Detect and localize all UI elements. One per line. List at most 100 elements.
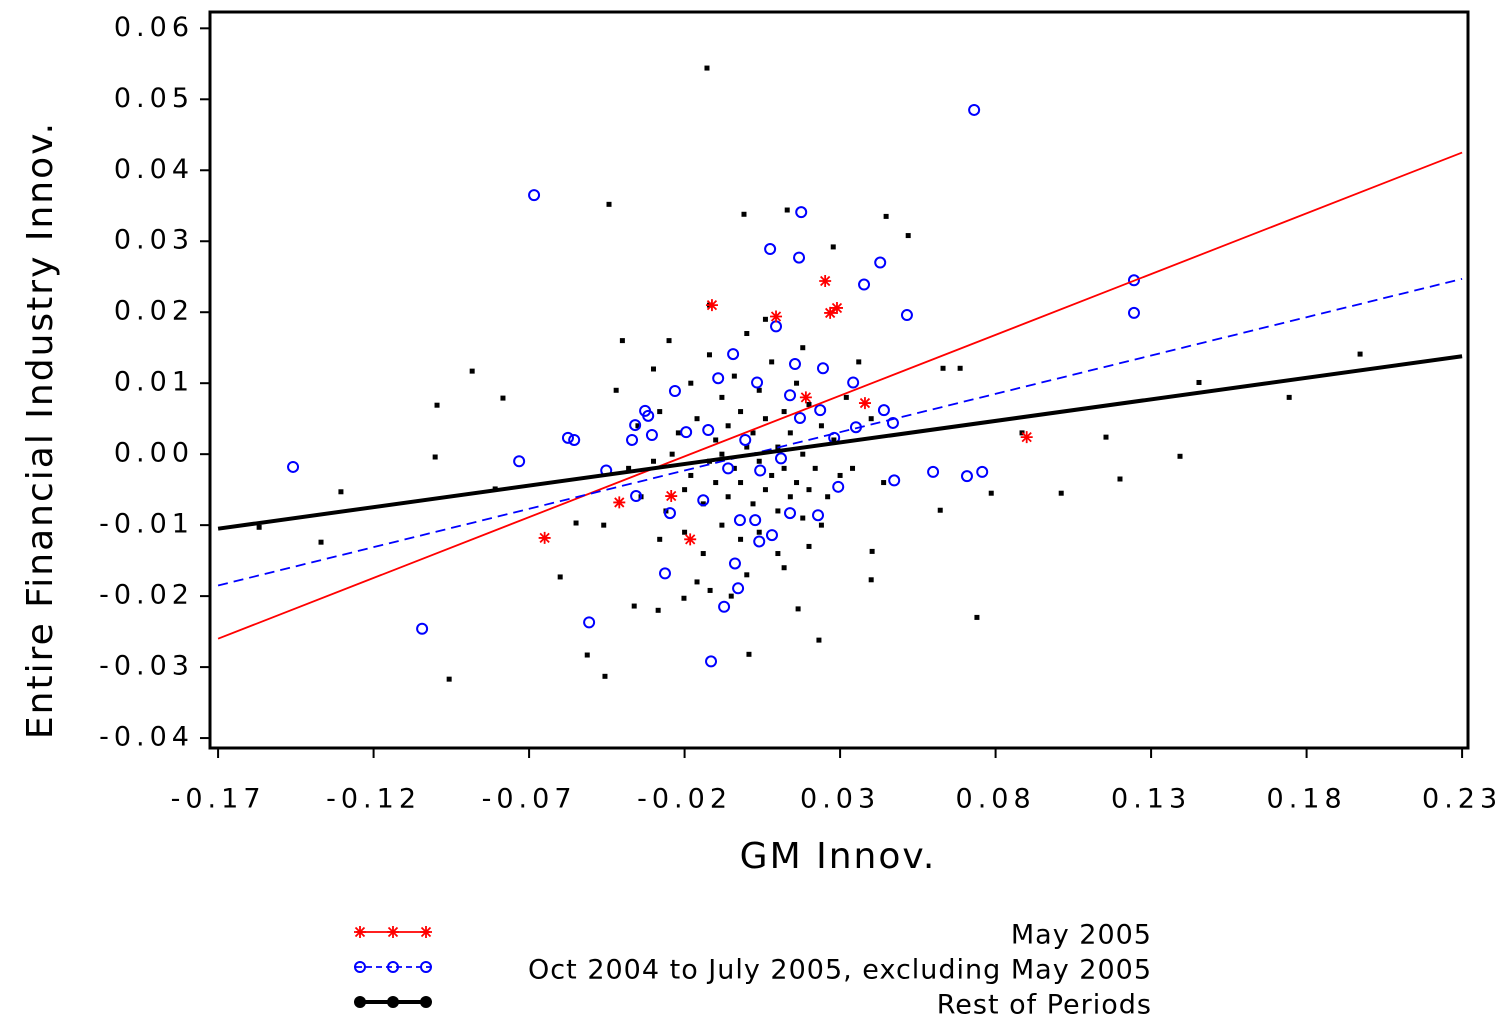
point xyxy=(416,622,429,635)
point xyxy=(700,501,706,507)
point xyxy=(819,274,832,287)
plot-frame xyxy=(208,10,1470,750)
point xyxy=(781,409,787,415)
fit-line xyxy=(217,151,1463,640)
point xyxy=(756,529,762,535)
x-tick-label: -0.02 xyxy=(637,784,732,815)
point xyxy=(713,437,719,443)
point xyxy=(719,522,725,528)
point xyxy=(816,362,829,375)
point xyxy=(753,535,766,548)
point xyxy=(744,572,750,578)
point xyxy=(784,507,797,520)
point xyxy=(700,551,706,557)
point xyxy=(420,961,432,973)
point xyxy=(1177,453,1183,459)
point xyxy=(794,380,800,386)
point xyxy=(976,465,989,478)
point xyxy=(818,423,824,429)
point xyxy=(704,65,710,71)
point xyxy=(1058,490,1064,496)
point xyxy=(706,352,712,358)
point xyxy=(816,637,822,643)
point xyxy=(883,213,889,219)
fit-line xyxy=(217,277,1463,587)
point xyxy=(788,358,801,371)
point xyxy=(940,365,946,371)
point xyxy=(713,480,719,486)
point xyxy=(988,490,994,496)
x-tick-label: 0.08 xyxy=(956,784,1036,815)
point xyxy=(830,301,843,314)
point xyxy=(528,189,541,202)
legend-item: Rest of Periods xyxy=(354,990,1152,1021)
point xyxy=(795,206,808,219)
y-tick-label: 0.01 xyxy=(114,367,194,398)
point xyxy=(681,595,687,601)
y-tick-label: 0.00 xyxy=(114,438,194,469)
point xyxy=(602,673,608,679)
point xyxy=(725,494,731,500)
point xyxy=(728,557,741,570)
point xyxy=(601,522,607,528)
y-tick-label: -0.02 xyxy=(99,580,194,611)
point xyxy=(784,207,790,213)
point xyxy=(850,465,856,471)
y-tick-label: -0.01 xyxy=(99,509,194,540)
plot-area xyxy=(217,65,1463,682)
point xyxy=(750,430,756,436)
point xyxy=(793,251,806,264)
point xyxy=(584,652,590,658)
point xyxy=(420,926,432,938)
point xyxy=(806,401,812,407)
point xyxy=(663,507,676,520)
point xyxy=(750,501,756,507)
y-tick-label: 0.05 xyxy=(114,83,194,114)
point xyxy=(960,470,973,483)
point xyxy=(665,490,678,503)
point xyxy=(738,536,744,542)
point xyxy=(756,458,762,464)
point xyxy=(888,474,901,487)
x-tick-label: -0.12 xyxy=(326,784,421,815)
point xyxy=(806,543,812,549)
point xyxy=(800,515,806,521)
point xyxy=(1127,274,1140,287)
point xyxy=(787,430,793,436)
point xyxy=(800,451,806,457)
point xyxy=(818,522,824,528)
point xyxy=(814,404,827,417)
point xyxy=(1117,476,1123,482)
point xyxy=(874,256,887,269)
point xyxy=(702,424,715,437)
point xyxy=(843,394,849,400)
point xyxy=(800,345,806,351)
point xyxy=(741,211,747,217)
point xyxy=(705,655,718,668)
point xyxy=(812,465,818,471)
point xyxy=(799,391,812,404)
point xyxy=(738,409,744,415)
point xyxy=(705,299,718,312)
y-tick-label: -0.04 xyxy=(99,722,194,753)
legend-label: Rest of Periods xyxy=(937,990,1152,1021)
point xyxy=(645,429,658,442)
point xyxy=(877,404,890,417)
point xyxy=(775,551,781,557)
point xyxy=(837,472,843,478)
point xyxy=(900,309,913,322)
point xyxy=(657,409,663,415)
point xyxy=(287,460,300,473)
point xyxy=(387,926,399,938)
point xyxy=(626,465,632,471)
point xyxy=(869,548,875,554)
point xyxy=(769,472,775,478)
point xyxy=(858,397,871,410)
point xyxy=(974,614,980,620)
point xyxy=(957,365,963,371)
x-tick-label: -0.17 xyxy=(171,784,266,815)
point xyxy=(775,508,781,514)
point xyxy=(682,529,688,535)
point xyxy=(719,451,725,457)
